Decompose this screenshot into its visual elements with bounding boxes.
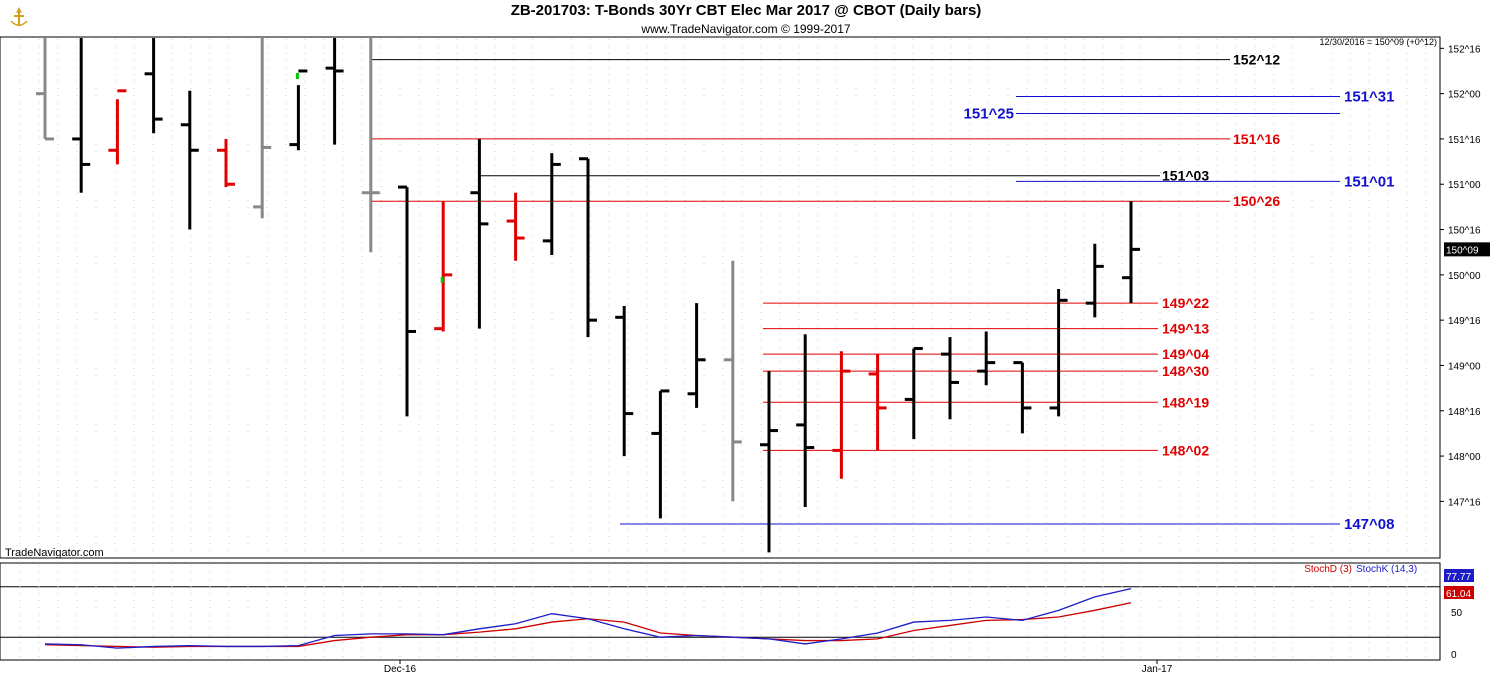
level-label: 152^12 bbox=[1233, 52, 1280, 68]
price-axis-label: 150^16 bbox=[1448, 226, 1481, 237]
level-label: 149^22 bbox=[1162, 295, 1209, 311]
indicator-axis-label: 50 bbox=[1451, 608, 1463, 619]
price-axis-label: 152^00 bbox=[1448, 90, 1481, 101]
level-lines: 152^12 151^31 151^25 151^16 151^03 151^01 150^… bbox=[370, 52, 1394, 533]
stochd-value: 61.04 bbox=[1446, 589, 1471, 600]
level-label: 151^01 bbox=[1344, 173, 1394, 190]
ohlc-bar bbox=[1049, 289, 1068, 417]
ohlc-bar bbox=[217, 138, 235, 188]
ohlc-bar bbox=[868, 354, 887, 451]
ohlc-bar bbox=[977, 331, 996, 386]
level-label: 151^25 bbox=[964, 105, 1014, 122]
price-axis-label: 151^16 bbox=[1448, 135, 1481, 146]
indicator-frame bbox=[0, 562, 1441, 661]
legend-stochk: StochK (14,3) bbox=[1356, 564, 1417, 575]
level-label: 149^04 bbox=[1162, 346, 1209, 362]
ohlc-bar bbox=[579, 157, 597, 338]
ohlc-bar bbox=[506, 192, 525, 261]
ohlc-bar bbox=[180, 90, 199, 230]
level-label: 151^03 bbox=[1162, 168, 1209, 184]
ohlc-bar bbox=[687, 303, 706, 408]
level-label: 150^26 bbox=[1233, 193, 1280, 209]
ohlc-bar bbox=[651, 389, 670, 519]
chart-title: ZB-201703: T-Bonds 30Yr CBT Elec Mar 201… bbox=[510, 2, 982, 19]
stochastics-panel: StochD (3) StochK (14,3) 50 0 77.77 61.04 bbox=[0, 562, 1474, 661]
level-label: 148^30 bbox=[1162, 363, 1209, 379]
ohlc-bar bbox=[36, 38, 54, 141]
price-axis-label: 149^16 bbox=[1448, 316, 1481, 327]
level-label: 147^08 bbox=[1344, 516, 1394, 533]
price-axis-label: 150^00 bbox=[1448, 271, 1481, 282]
ohlc-bar bbox=[941, 337, 959, 420]
ohlc-bar bbox=[904, 346, 923, 440]
ohlc-bar bbox=[325, 38, 344, 145]
ohlc-bar bbox=[361, 38, 380, 253]
stochd-line bbox=[44, 602, 1132, 648]
x-axis-label: Dec-16 bbox=[384, 664, 417, 675]
price-axis-label: 148^00 bbox=[1448, 452, 1481, 463]
indicator-axis-label: 0 bbox=[1451, 650, 1457, 661]
price-axis-label: 151^00 bbox=[1448, 180, 1481, 191]
ohlc-bar bbox=[72, 38, 91, 193]
ohlc-bar bbox=[542, 153, 561, 256]
price-axis-label: 147^16 bbox=[1448, 497, 1481, 508]
level-label: 148^02 bbox=[1162, 442, 1209, 458]
level-label: 149^13 bbox=[1162, 321, 1209, 337]
ohlc-bar bbox=[470, 138, 489, 329]
logo-icon bbox=[4, 3, 34, 33]
level-label: 151^31 bbox=[1344, 88, 1394, 105]
level-label: 151^16 bbox=[1233, 131, 1280, 147]
ohlc-bar bbox=[253, 38, 272, 219]
ohlc-bar bbox=[723, 260, 742, 502]
chart-annotations: 12/30/2016 = 150^09 (+0^12) 150^09 TradeNa… bbox=[5, 37, 1490, 559]
ohlc-bar bbox=[289, 69, 308, 151]
price-panel-frame bbox=[0, 36, 1441, 559]
stochd-tag-box bbox=[1444, 586, 1474, 599]
price-tag-box bbox=[1444, 242, 1490, 257]
stochk-line bbox=[44, 588, 1132, 649]
watermark-text: TradeNavigator.com bbox=[5, 547, 104, 559]
chart-subtitle: www.TradeNavigator.com © 1999-2017 bbox=[641, 22, 851, 36]
ohlc-bar bbox=[832, 351, 851, 479]
ohlc-bar bbox=[796, 334, 815, 508]
price-axis-label: 149^00 bbox=[1448, 361, 1481, 372]
price-axis-label: 148^16 bbox=[1448, 407, 1481, 418]
ohlc-bar bbox=[760, 371, 778, 553]
ohlc-bar bbox=[108, 89, 127, 165]
x-axis-label: Jan-17 bbox=[1142, 664, 1173, 675]
ohlc-bar bbox=[144, 38, 163, 134]
price-axis: 152^16 152^00 151^16 151^00 150^16 150^00 149^… bbox=[384, 44, 1481, 675]
ohlc-bar bbox=[434, 201, 453, 332]
ohlc-bar bbox=[1085, 243, 1104, 318]
legend-stochd: StochD (3) bbox=[1304, 564, 1352, 575]
stochk-value: 77.77 bbox=[1446, 572, 1471, 583]
stochk-tag-box bbox=[1444, 569, 1474, 582]
level-label: 148^19 bbox=[1162, 394, 1209, 410]
last-bar-note: 12/30/2016 = 150^09 (+0^12) bbox=[1319, 37, 1437, 47]
ohlc-bar bbox=[398, 185, 416, 417]
price-axis-label: 152^16 bbox=[1448, 44, 1481, 55]
ohlc-bars bbox=[36, 38, 1140, 553]
ohlc-bar bbox=[1013, 361, 1032, 434]
ohlc-bar bbox=[1122, 201, 1140, 304]
price-grid bbox=[0, 36, 1441, 559]
current-price-tag: 150^09 bbox=[1446, 245, 1479, 256]
ohlc-bar bbox=[615, 305, 634, 457]
